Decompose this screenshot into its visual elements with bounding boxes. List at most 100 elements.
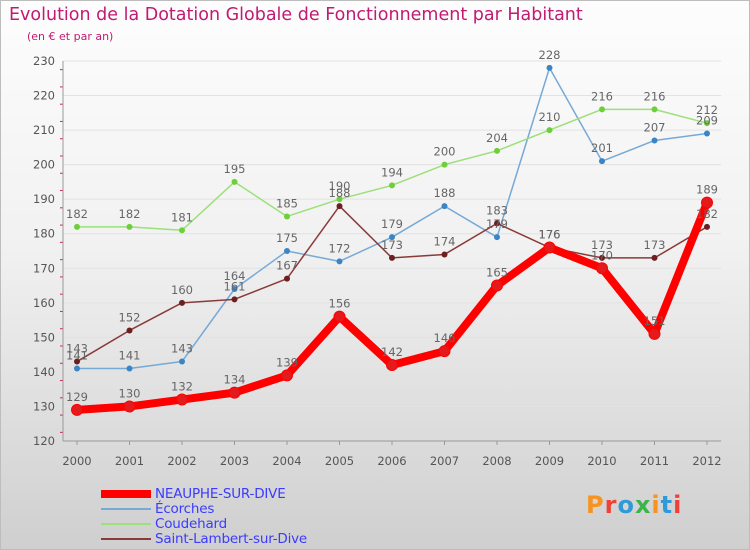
legend-swatch: [101, 538, 151, 540]
data-point: [491, 279, 503, 292]
data-point: [651, 106, 658, 113]
data-label: 179: [381, 217, 403, 231]
data-label: 182: [66, 207, 88, 221]
data-point: [599, 254, 605, 261]
data-label: 201: [591, 141, 613, 155]
chart-subtitle: (en € et par an): [27, 30, 114, 43]
data-point: [441, 251, 448, 258]
y-tick-label: 210: [33, 123, 55, 137]
data-point: [126, 327, 133, 334]
data-label: 146: [434, 331, 456, 345]
data-label: 175: [276, 231, 298, 245]
data-label: 216: [591, 89, 613, 103]
data-point: [546, 127, 553, 134]
legend-swatch: [101, 508, 151, 510]
data-point: [179, 299, 185, 306]
y-tick-label: 140: [33, 365, 55, 379]
x-tick-label: 2010: [587, 454, 616, 468]
data-label: 183: [486, 203, 508, 217]
data-label: 209: [696, 114, 718, 128]
x-tick-label: 2011: [640, 454, 669, 468]
data-point: [546, 64, 553, 71]
data-label: 143: [66, 342, 88, 356]
data-label: 190: [329, 179, 351, 193]
data-point: [74, 365, 80, 372]
data-point: [179, 227, 185, 234]
x-tick-label: 2012: [692, 454, 721, 468]
data-point: [599, 106, 605, 113]
legend-label: NEAUPHE-SUR-DIVE: [155, 486, 286, 502]
data-label: 228: [539, 48, 561, 62]
data-label: 216: [644, 89, 666, 103]
data-label: 141: [119, 348, 141, 362]
data-point: [494, 220, 500, 227]
data-point: [284, 248, 290, 254]
x-tick-label: 2006: [377, 454, 406, 468]
data-point: [648, 327, 661, 340]
y-tick-label: 230: [33, 54, 55, 68]
data-point: [228, 386, 241, 399]
data-point: [704, 223, 710, 230]
data-point: [231, 296, 238, 303]
data-point: [596, 262, 608, 275]
data-label: 134: [224, 373, 246, 387]
data-label: 151: [644, 314, 666, 328]
data-label: 188: [434, 186, 456, 200]
data-label: 212: [696, 103, 718, 117]
y-tick-label: 160: [33, 296, 55, 310]
logo-letter: i: [673, 491, 683, 519]
data-label: 173: [644, 238, 666, 252]
data-label: 143: [171, 342, 193, 356]
data-point: [494, 147, 500, 154]
data-label: 156: [329, 297, 351, 311]
x-tick-label: 2003: [220, 454, 249, 468]
x-tick-label: 2009: [535, 454, 564, 468]
data-label: 142: [381, 345, 403, 359]
data-point: [704, 130, 710, 137]
data-label: 165: [486, 266, 508, 280]
data-point: [284, 213, 290, 220]
x-tick-label: 2007: [430, 454, 459, 468]
data-point: [389, 182, 395, 189]
logo-letter: o: [617, 491, 635, 519]
data-point: [231, 286, 238, 292]
y-tick-label: 180: [33, 227, 55, 241]
data-label: 194: [381, 165, 403, 179]
logo-letter: i: [651, 491, 661, 519]
data-point: [179, 358, 185, 365]
data-point: [336, 196, 343, 203]
y-tick-label: 120: [33, 434, 55, 448]
data-label: 185: [276, 196, 298, 210]
data-point: [176, 393, 188, 406]
x-tick-label: 2002: [167, 454, 196, 468]
y-tick-label: 200: [33, 158, 55, 172]
x-tick-label: 2008: [482, 454, 511, 468]
chart-title: Evolution de la Dotation Globale de Fonc…: [9, 5, 583, 25]
data-point: [336, 203, 343, 210]
x-tick-label: 2001: [115, 454, 144, 468]
data-point: [71, 403, 83, 416]
logo-letter: P: [586, 491, 605, 519]
y-tick-label: 150: [33, 330, 55, 344]
data-label: 139: [276, 355, 298, 369]
data-point: [126, 365, 133, 372]
x-tick-label: 2004: [272, 454, 301, 468]
data-label: 172: [329, 241, 351, 255]
data-point: [333, 310, 346, 323]
data-label: 167: [276, 259, 298, 273]
data-label: 181: [171, 210, 193, 224]
data-label: 170: [591, 248, 613, 262]
data-point: [389, 234, 395, 241]
data-point: [74, 223, 80, 230]
legend-label: Coudehard: [155, 516, 228, 532]
data-point: [651, 137, 658, 144]
data-point: [438, 345, 451, 358]
data-label: 182: [119, 207, 141, 221]
data-label: 161: [224, 279, 246, 293]
y-tick-label: 170: [33, 261, 55, 275]
data-label: 173: [591, 238, 613, 252]
data-label: 176: [539, 228, 561, 242]
x-tick-label: 2005: [325, 454, 354, 468]
data-point: [494, 234, 500, 241]
data-point: [123, 400, 136, 413]
